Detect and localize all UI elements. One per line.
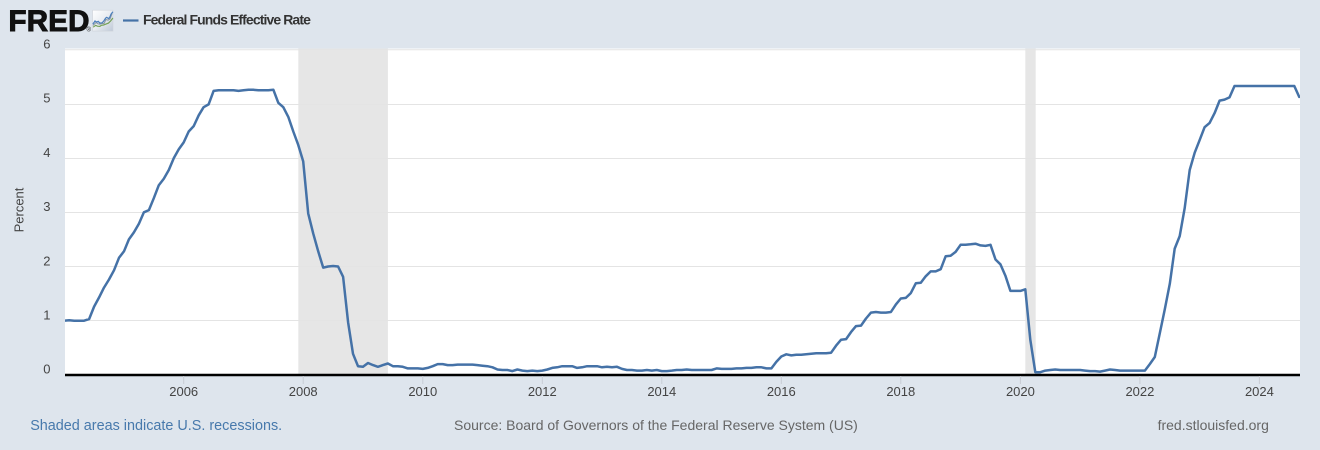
svg-text:Percent: Percent [11,187,26,232]
svg-text:2: 2 [43,253,50,268]
svg-text:Shaded areas indicate U.S. rec: Shaded areas indicate U.S. recessions. [30,418,282,434]
svg-text:Federal Funds Effective Rate: Federal Funds Effective Rate [143,12,311,28]
svg-text:2010: 2010 [408,384,437,399]
svg-text:2018: 2018 [886,384,915,399]
svg-text:fred.stlouisfed.org: fred.stlouisfed.org [1158,417,1269,433]
svg-text:2020: 2020 [1006,384,1035,399]
svg-text:FRED: FRED [9,5,90,38]
svg-text:0: 0 [43,362,50,377]
svg-text:2022: 2022 [1125,384,1154,399]
svg-text:6: 6 [43,37,50,52]
svg-text:3: 3 [43,199,50,214]
svg-text:2006: 2006 [169,384,198,399]
svg-text:2014: 2014 [647,384,676,399]
svg-text:5: 5 [43,91,50,106]
svg-text:1: 1 [43,308,50,323]
svg-text:2024: 2024 [1245,384,1274,399]
svg-text:®: ® [87,27,92,34]
svg-text:4: 4 [43,145,50,160]
svg-text:2012: 2012 [528,384,557,399]
svg-text:Source: Board of Governors of: Source: Board of Governors of the Federa… [454,417,858,433]
svg-text:2016: 2016 [767,384,796,399]
svg-text:2008: 2008 [289,384,318,399]
